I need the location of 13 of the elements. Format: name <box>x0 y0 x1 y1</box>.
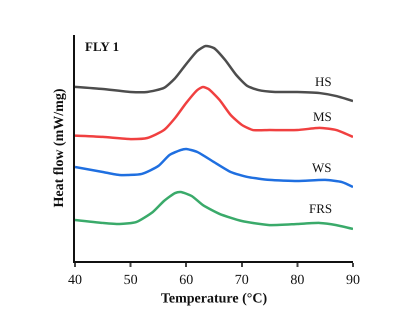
series-label: WS <box>312 160 332 175</box>
x-tick-label: 50 <box>124 272 138 288</box>
series-label: HS <box>315 74 332 89</box>
x-tick-label: 70 <box>234 272 249 288</box>
x-tick-label: 60 <box>179 272 194 288</box>
x-tick-label: 90 <box>346 272 360 288</box>
series-label: FRS <box>309 201 332 216</box>
y-axis-title: Heat flow (mW/mg) <box>52 88 68 208</box>
x-tick-label: 40 <box>68 272 82 288</box>
x-tick-label: 80 <box>290 272 304 288</box>
x-axis-title: Temperature (°C) <box>160 292 268 307</box>
series-label: MS <box>313 109 332 124</box>
chart-title: FLY 1 <box>85 39 120 54</box>
